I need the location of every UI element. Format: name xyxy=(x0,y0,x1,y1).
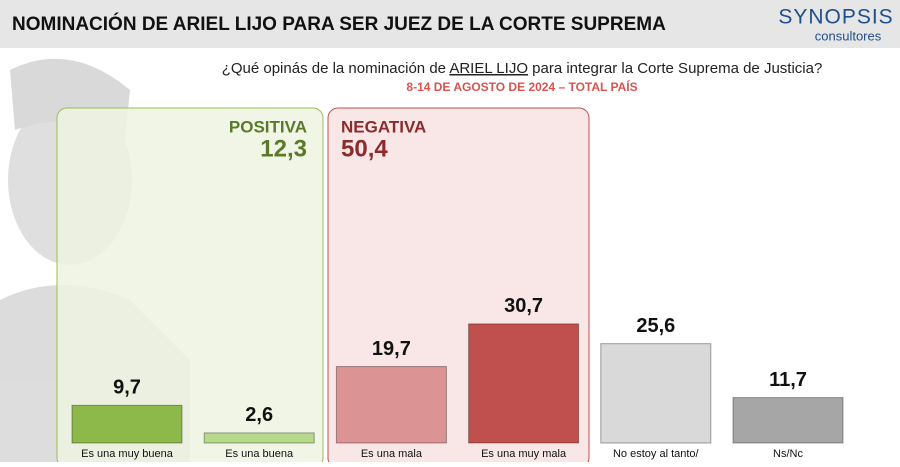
group-name: NEGATIVA xyxy=(341,117,426,136)
header-bar xyxy=(0,0,900,48)
x-tick-label: Es una muy buena xyxy=(81,448,174,460)
value-label: 19,7 xyxy=(372,338,411,360)
bar xyxy=(203,432,315,444)
group-value: 50,4 xyxy=(341,135,388,162)
value-label: 11,7 xyxy=(769,369,807,391)
x-tick-label: No estoy al tanto/ xyxy=(613,448,700,460)
subtitle-highlight: ARIEL LIJO xyxy=(449,60,528,77)
bar xyxy=(468,323,580,444)
bar xyxy=(335,366,447,444)
chart-title: NOMINACIÓN DE ARIEL LIJO PARA SER JUEZ D… xyxy=(12,13,666,35)
subtitle-part: para integrar la Corte Suprema de Justic… xyxy=(532,60,822,77)
group-box xyxy=(56,107,324,467)
value-label: 9,7 xyxy=(113,377,141,399)
value-label: 25,6 xyxy=(636,315,675,337)
subtitle: ¿Qué opinás de la nominación de ARIEL LI… xyxy=(222,60,823,77)
date-label: 8-14 DE AGOSTO DE 2024 – TOTAL PAÍS xyxy=(406,79,637,94)
x-tick-label: Es una buena xyxy=(225,448,294,460)
value-label: 30,7 xyxy=(504,295,543,317)
x-tick-label: Ns/Nc xyxy=(773,448,803,460)
logo-name: SYNOPSIS xyxy=(778,6,893,29)
value-label: 2,6 xyxy=(245,404,273,426)
bar xyxy=(600,343,712,444)
subtitle-part: ¿Qué opinás de la nominación de xyxy=(222,60,446,77)
x-tick-label: Es una muy mala xyxy=(481,448,567,460)
x-tick-label: Es una mala xyxy=(361,448,423,460)
group-name: POSITIVA xyxy=(229,117,307,136)
group-value: 12,3 xyxy=(260,135,307,162)
logo-sub: consultores xyxy=(815,28,882,43)
bar xyxy=(732,397,844,444)
bar xyxy=(71,404,183,444)
